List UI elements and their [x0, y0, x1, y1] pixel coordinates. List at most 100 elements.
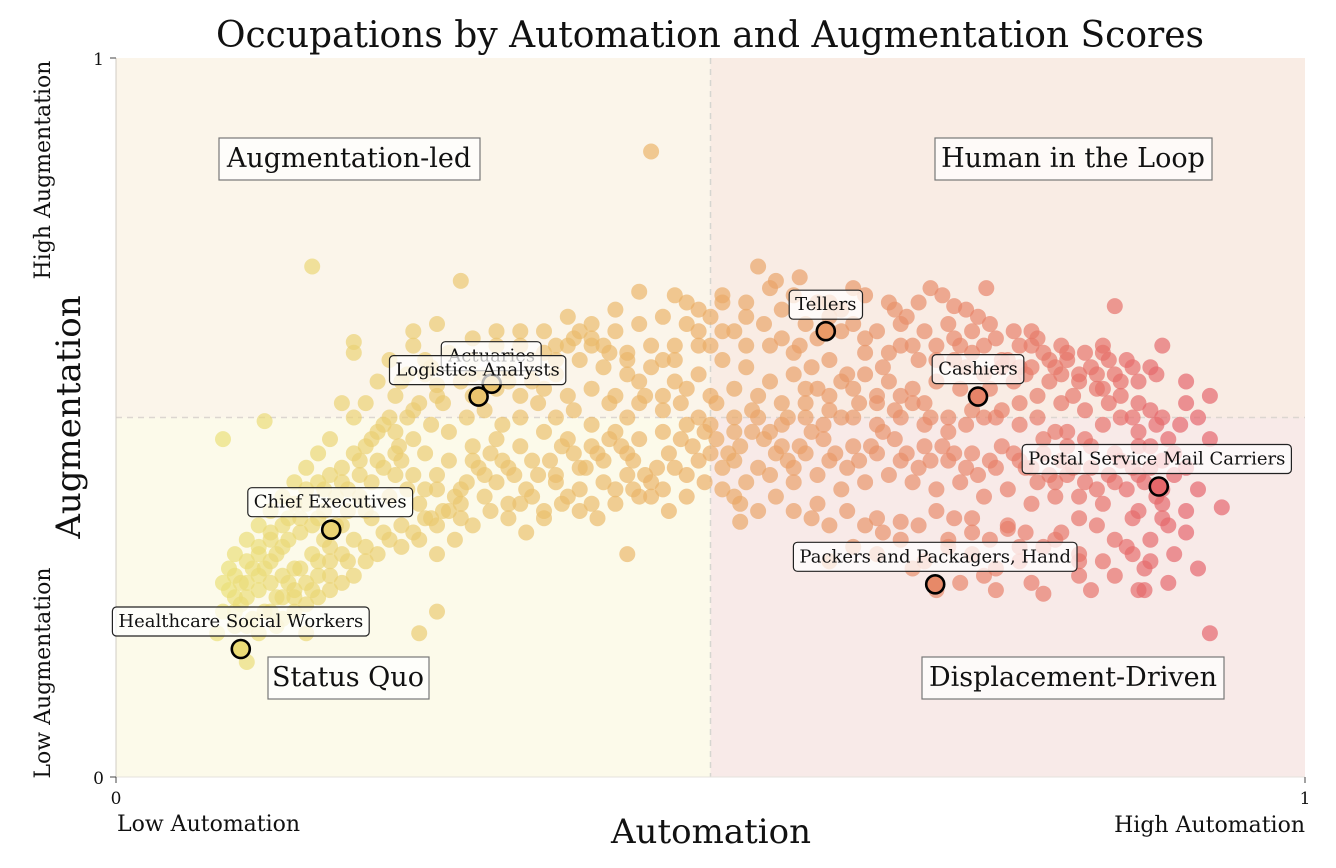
data-point: [405, 337, 422, 354]
data-point: [631, 395, 648, 412]
data-point: [357, 553, 374, 570]
data-point: [405, 524, 422, 541]
data-point: [690, 323, 707, 340]
data-point: [363, 474, 380, 491]
data-point: [530, 395, 547, 412]
data-point: [750, 503, 767, 519]
data-point: [1190, 560, 1206, 577]
data-point: [333, 395, 350, 412]
data-point: [429, 316, 445, 332]
data-point: [226, 546, 243, 563]
data-point: [809, 467, 826, 483]
data-point: [976, 409, 992, 426]
data-point: [429, 481, 445, 498]
data-point: [690, 409, 707, 426]
highlighted-point[interactable]: [924, 573, 946, 595]
data-point: [1106, 298, 1123, 315]
data-point: [1190, 409, 1206, 426]
data-point: [756, 316, 772, 332]
data-point: [1154, 337, 1171, 354]
data-point: [631, 431, 648, 448]
data-point: [869, 510, 885, 527]
data-point: [322, 582, 338, 599]
data-point: [375, 416, 392, 433]
data-point: [1112, 387, 1129, 404]
data-point: [322, 467, 338, 483]
data-point: [773, 395, 790, 412]
data-point: [696, 474, 713, 491]
data-point: [964, 445, 981, 462]
data-point: [1130, 395, 1147, 412]
data-point: [1118, 538, 1135, 555]
data-point: [714, 287, 731, 304]
highlighted-point[interactable]: [468, 386, 489, 407]
data-point: [488, 431, 505, 448]
data-point: [583, 330, 600, 347]
data-point: [518, 524, 535, 541]
data-point: [666, 352, 683, 368]
data-point: [672, 395, 689, 412]
occupation-label: Packers and Packagers, Hand: [799, 546, 1071, 567]
data-point: [892, 387, 909, 404]
quadrant-label-status-quo: Status Quo: [267, 656, 430, 700]
highlighted-point[interactable]: [230, 638, 252, 660]
data-point: [797, 409, 814, 426]
data-point: [821, 452, 838, 469]
data-point: [660, 445, 677, 462]
data-point: [221, 560, 237, 577]
data-point: [631, 373, 648, 390]
data-point: [298, 574, 315, 591]
data-point: [797, 395, 814, 412]
data-point: [976, 337, 992, 354]
data-point: [678, 416, 695, 433]
data-point: [643, 359, 660, 376]
data-point: [488, 474, 505, 491]
data-point: [821, 352, 838, 368]
callout-box: [111, 606, 370, 637]
data-point: [595, 452, 612, 469]
data-point: [952, 337, 969, 354]
data-point: [916, 438, 933, 455]
highlighted-point[interactable]: [1148, 476, 1170, 497]
data-point: [785, 344, 802, 361]
highlighted-point[interactable]: [815, 320, 837, 342]
data-point: [654, 402, 671, 419]
data-point: [1077, 474, 1093, 491]
data-point: [345, 409, 362, 426]
data-point: [726, 409, 743, 426]
data-point: [1035, 344, 1052, 361]
data-point: [411, 495, 428, 512]
highlighted-point[interactable]: [320, 519, 342, 541]
data-point: [874, 359, 891, 376]
data-point: [512, 387, 529, 404]
callout-box: [388, 355, 567, 386]
data-point: [928, 481, 945, 498]
data-point: [322, 567, 338, 584]
data-point: [1005, 323, 1022, 340]
data-point: [1077, 402, 1093, 419]
data-point: [690, 337, 707, 354]
data-point: [607, 387, 624, 404]
data-point: [446, 531, 463, 548]
data-point: [429, 517, 445, 534]
data-point: [559, 308, 576, 325]
data-point: [565, 402, 582, 419]
data-point: [607, 423, 624, 440]
data-point: [690, 366, 707, 383]
data-point: [762, 467, 778, 483]
data-point: [1172, 416, 1189, 433]
data-point: [738, 474, 755, 491]
data-point: [464, 517, 481, 534]
data-point: [964, 510, 981, 527]
data-point: [1029, 330, 1046, 347]
data-point: [910, 294, 927, 311]
data-point: [393, 517, 410, 534]
data-point: [833, 481, 850, 498]
data-point: [987, 330, 1004, 347]
data-point: [993, 438, 1010, 455]
data-point: [405, 323, 422, 340]
data-point: [244, 560, 261, 577]
data-point: [1112, 409, 1129, 426]
data-point: [857, 474, 874, 491]
highlighted-point[interactable]: [967, 386, 989, 407]
